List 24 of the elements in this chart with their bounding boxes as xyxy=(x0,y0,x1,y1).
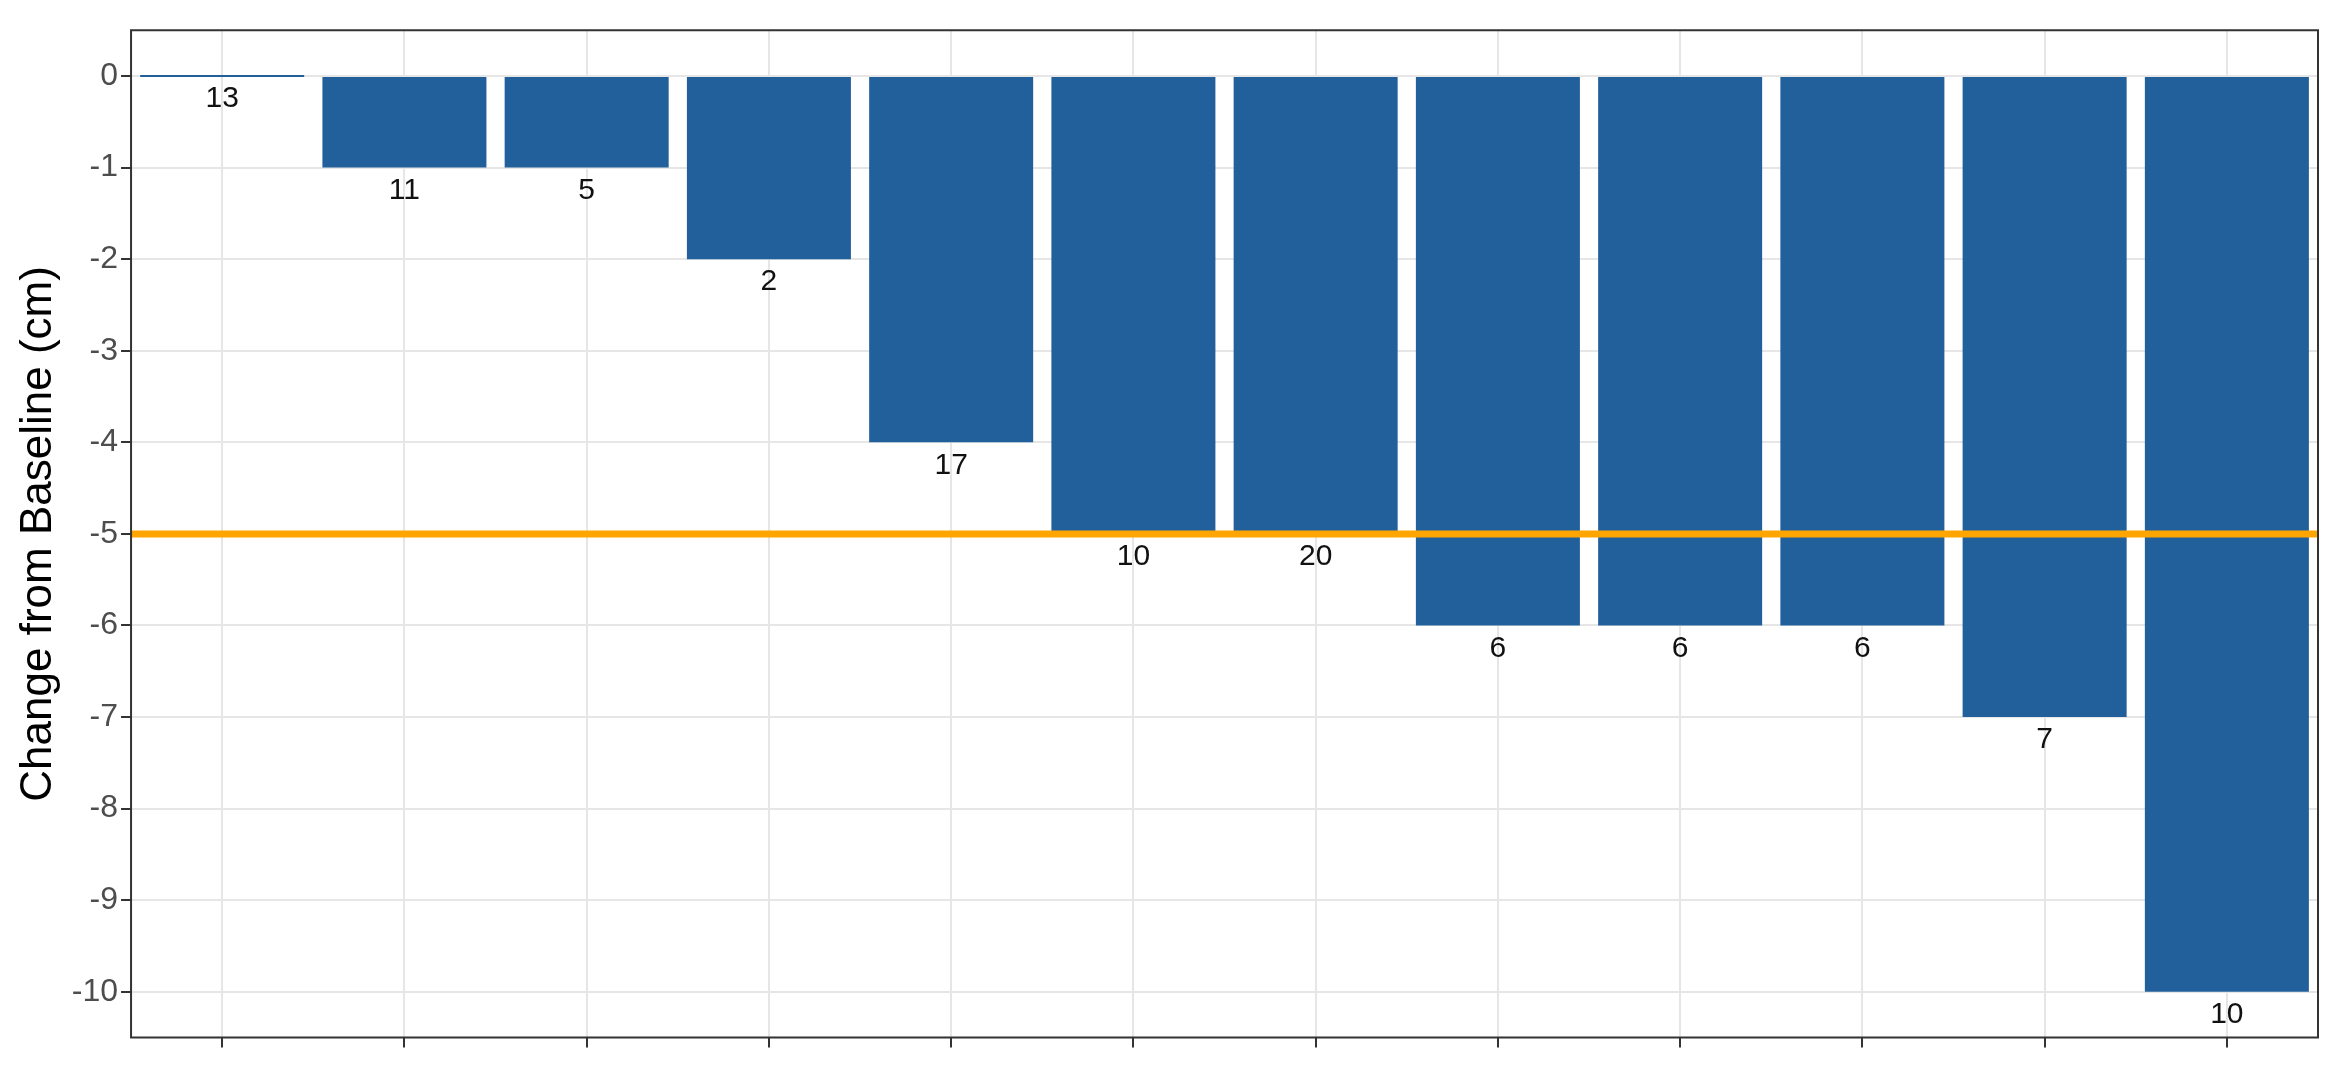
annotation: 20 xyxy=(1298,538,1333,572)
annotation: 11 xyxy=(388,171,420,205)
y-tick-label: -6 xyxy=(89,605,119,642)
y-tick-label: -3 xyxy=(89,330,119,367)
y-tick-label: -8 xyxy=(89,788,119,825)
annotation: 7 xyxy=(2036,721,2053,755)
annotation: 5 xyxy=(578,171,596,205)
y-tick-label: -5 xyxy=(89,513,119,550)
y-tick-label: -9 xyxy=(89,880,119,917)
annotation: 10 xyxy=(2210,996,2244,1030)
annotation: 6 xyxy=(1489,629,1507,663)
y-tick-label: -10 xyxy=(71,971,119,1008)
annotation: 17 xyxy=(934,446,968,480)
annotation: 10 xyxy=(1116,538,1151,572)
annotation: 6 xyxy=(1854,629,1871,663)
y-axis-title: Change from Baseline (cm) xyxy=(10,266,60,802)
annotation: 13 xyxy=(205,80,239,114)
y-tick-label: -2 xyxy=(89,238,119,275)
annotation: 2 xyxy=(760,263,778,297)
y-tick-label: 0 xyxy=(100,55,119,92)
y-tick-label: -4 xyxy=(89,422,119,459)
y-tick-label: -7 xyxy=(89,696,119,733)
y-tick-label: -1 xyxy=(89,147,119,184)
annotation: 6 xyxy=(1671,629,1689,663)
